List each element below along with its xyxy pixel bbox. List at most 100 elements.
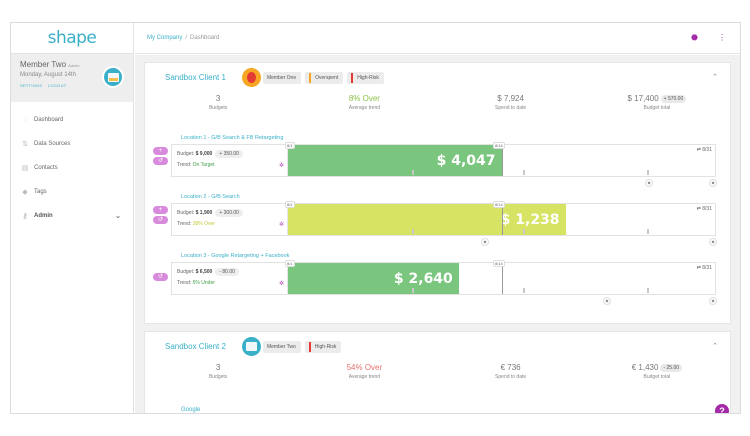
- budget-bar: Budget: $ 1,900 + 300.00 Trend: 38% Over ✲ $…: [171, 201, 716, 236]
- add-icon[interactable]: +: [153, 206, 168, 214]
- location-title[interactable]: Location 3 - Google Retargeting + Facebo…: [181, 253, 290, 259]
- member-tag[interactable]: Member Two: [262, 340, 301, 353]
- status-label: High-Risk: [357, 74, 379, 81]
- end-marker-icon[interactable]: ◆: [709, 238, 717, 246]
- app-logo[interactable]: shape: [47, 28, 97, 48]
- breadcrumb-company[interactable]: My Company: [147, 35, 183, 41]
- breadcrumb-current: Dashboard: [190, 35, 220, 41]
- stat-label: Spend to date: [495, 105, 527, 111]
- budget-delta-chip[interactable]: + 350.00: [215, 150, 243, 158]
- chevron-up-icon[interactable]: ⌃: [712, 74, 718, 81]
- gear-icon[interactable]: ✲: [279, 222, 285, 228]
- stat-spend: € 736 Spend to date: [438, 361, 584, 393]
- refresh-icon[interactable]: ↺: [153, 273, 168, 281]
- budget-delta-chip[interactable]: - 80.00: [215, 268, 239, 276]
- client-title[interactable]: Sandbox Client 1: [165, 73, 226, 82]
- gear-icon[interactable]: ✲: [279, 281, 285, 287]
- start-date-marker: 8/1: [285, 260, 295, 267]
- pacing-marker-icon[interactable]: ◆: [481, 238, 489, 246]
- client-stats: 3 Budgets 8% Over Average trend $ 7,924 Spe…: [145, 92, 730, 124]
- sidebar-item-contacts[interactable]: ▤ Contacts: [11, 156, 133, 180]
- dashboard-icon: ◌: [22, 116, 28, 124]
- spend-fill: $ 4,047: [288, 145, 502, 176]
- client-stats: 3 Budgets 54% Over Average trend € 736 Spen…: [145, 361, 730, 393]
- budget-label: Budget:: [177, 151, 195, 157]
- pacing-marker-icon[interactable]: ◆: [603, 297, 611, 305]
- status-badge[interactable]: High-Risk: [304, 340, 342, 353]
- stat-total: € 1,430- 25.00 Budget total: [584, 361, 730, 393]
- stat-budgets: 3 Budgets: [145, 361, 291, 393]
- budget-location-row: Location 2 - G/B Search + ↺ Budget: $ 1,900…: [153, 194, 717, 246]
- week-tick: [411, 170, 414, 175]
- repeat-icon[interactable]: ⇄ 8/31: [696, 147, 712, 153]
- sidebar-item-tags[interactable]: ◆ Tags: [11, 180, 133, 204]
- user-links: SETTINGS LOGOUT: [20, 83, 133, 88]
- repeat-icon[interactable]: ⇄ 8/31: [696, 265, 712, 271]
- location-title[interactable]: Google: [181, 407, 201, 413]
- spend-track: $ 1,238 8/1 8/14 ⇄ 8/31: [285, 201, 715, 235]
- status-color-bar: [308, 341, 311, 352]
- stat-label: Average trend: [348, 105, 381, 111]
- week-tick: [522, 170, 525, 175]
- logout-link[interactable]: LOGOUT: [47, 83, 67, 88]
- user-name-row: Member Two Admin: [20, 60, 133, 69]
- spend-track: $ 4,047 8/1 8/14 ⇄ 8/31: [285, 142, 715, 176]
- trend-label: Trend:: [177, 221, 192, 227]
- stat-label: Average trend: [348, 374, 381, 380]
- avatar[interactable]: [102, 66, 124, 88]
- refresh-icon[interactable]: ↺: [153, 157, 168, 165]
- member-tag[interactable]: Member One: [262, 71, 302, 84]
- budget-info: Budget: $ 1,900 + 300.00 Trend: 38% Over ✲: [172, 204, 288, 235]
- sidebar-item-label: Data Sources: [34, 141, 71, 147]
- trend-value: 5% Under: [192, 280, 215, 286]
- stat-budgets: 3 Budgets: [145, 92, 291, 124]
- stat-value: $ 17,400: [627, 94, 659, 103]
- stat-value: 3: [215, 94, 221, 103]
- sidebar-item-admin[interactable]: ⚷ Admin ⌄: [11, 204, 133, 228]
- sidebar-item-dashboard[interactable]: ◌ Dashboard: [11, 108, 133, 132]
- user-date: Monday, August 14th: [20, 72, 76, 78]
- main-content: Sandbox Client 1 Member One Overspent Hi…: [135, 55, 740, 413]
- stat-value: 54% Over: [346, 363, 383, 372]
- settings-link[interactable]: SETTINGS: [20, 83, 43, 88]
- client-title[interactable]: Sandbox Client 2: [165, 342, 226, 351]
- user-role: Admin: [68, 63, 80, 68]
- stat-total: $ 17,400 + 570.00 Budget total: [584, 92, 730, 124]
- start-date-marker: 8/1: [285, 142, 295, 149]
- budget-delta-chip: - 25.00: [660, 363, 683, 372]
- today-line: [501, 204, 503, 235]
- location-title[interactable]: Location 2 - G/B Search: [181, 194, 240, 200]
- location-title[interactable]: Location 1 - G/B Search & FB Retargeting: [181, 135, 284, 141]
- repeat-icon[interactable]: ⇄ 8/31: [696, 206, 712, 212]
- chevron-up-icon[interactable]: ⌃: [712, 343, 718, 350]
- budget-label: Budget:: [177, 210, 195, 216]
- help-icon[interactable]: ?: [715, 404, 729, 413]
- avatar-image: [108, 73, 119, 82]
- add-icon[interactable]: +: [153, 147, 168, 155]
- budget-bar: Budget: $ 9,000 + 350.00 Trend: On Target ✲…: [171, 142, 716, 177]
- end-marker-icon[interactable]: ◆: [709, 179, 717, 187]
- gear-icon[interactable]: ✲: [279, 163, 285, 169]
- budget-value: $ 9,000: [195, 151, 213, 157]
- refresh-icon[interactable]: ↺: [153, 216, 168, 224]
- client-header: Sandbox Client 2 Member Two High-Risk ⌃: [145, 332, 730, 361]
- user-name: Member Two: [20, 60, 67, 69]
- breadcrumb-separator: /: [185, 35, 188, 41]
- more-vertical-icon[interactable]: ⋮: [718, 33, 726, 42]
- today-date-marker: 8/14: [492, 260, 505, 267]
- chevron-down-icon[interactable]: ⌄: [115, 213, 121, 220]
- tags-action-icon[interactable]: ⬣: [691, 33, 698, 42]
- budget-location-row: Location 3 - Google Retargeting + Facebo…: [153, 253, 717, 305]
- key-icon: ⚷: [22, 213, 28, 220]
- sidebar-item-data-sources[interactable]: ⇅ Data Sources: [11, 132, 133, 156]
- budget-delta-chip[interactable]: + 300.00: [215, 209, 243, 217]
- pacing-marker-icon[interactable]: ◆: [645, 179, 653, 187]
- end-marker-icon[interactable]: ◆: [709, 297, 717, 305]
- stat-label: Budgets: [208, 105, 228, 111]
- trend-value: On Target: [192, 162, 215, 168]
- stat-value: $ 7,924: [497, 94, 524, 103]
- stat-label: Spend to date: [495, 374, 527, 380]
- status-badge[interactable]: Overspent: [305, 71, 344, 84]
- status-badge[interactable]: High-Risk: [347, 71, 384, 84]
- stat-spend: $ 7,924 Spend to date: [438, 92, 584, 124]
